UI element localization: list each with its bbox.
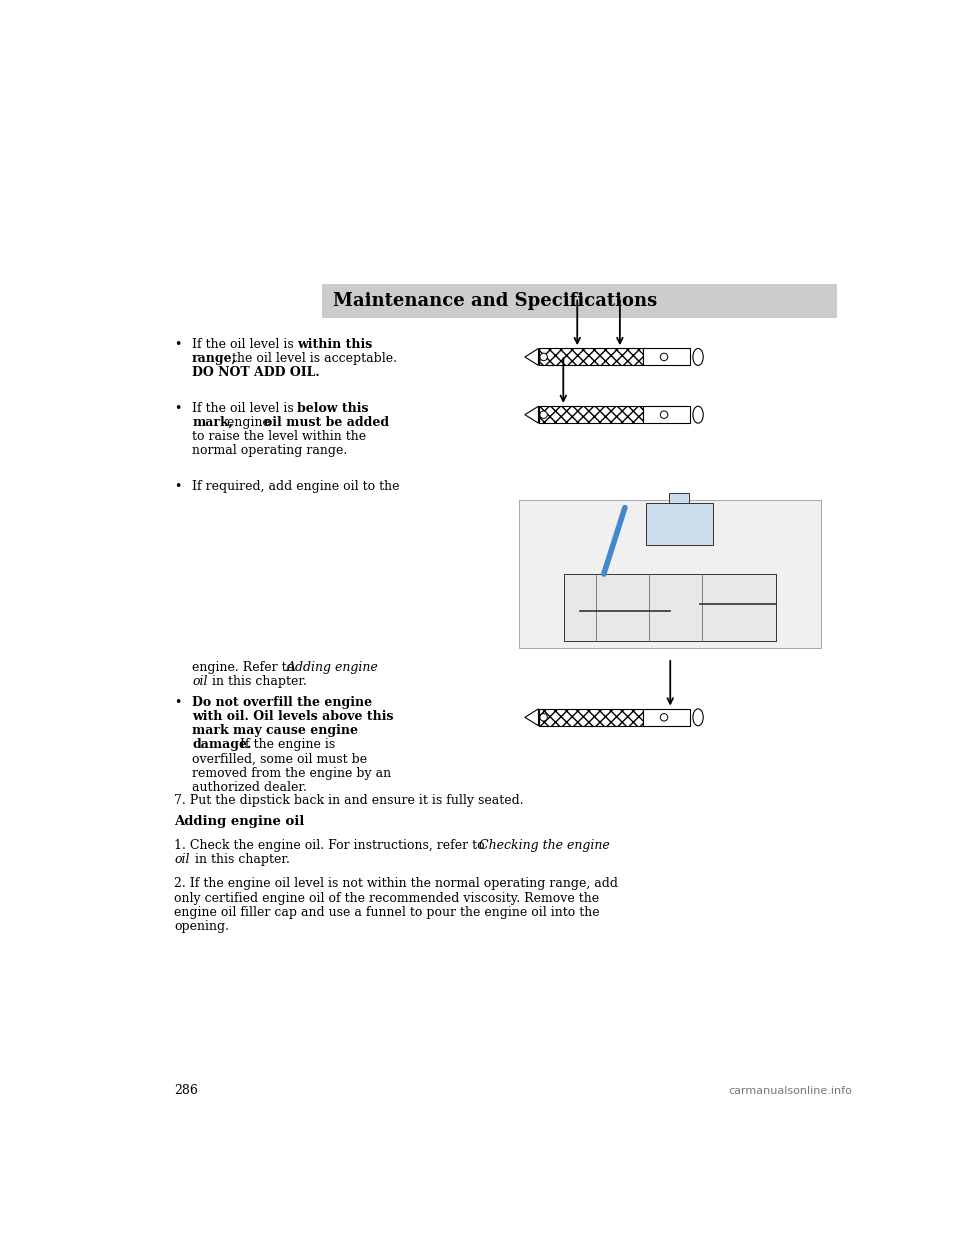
Ellipse shape <box>693 709 704 725</box>
Text: oil: oil <box>192 676 207 688</box>
Ellipse shape <box>693 406 704 424</box>
Polygon shape <box>525 406 539 424</box>
Text: mark may cause engine: mark may cause engine <box>192 724 358 738</box>
Bar <box>643 406 689 424</box>
Bar <box>322 283 837 318</box>
Text: If the oil level is: If the oil level is <box>192 401 298 415</box>
Text: in this chapter.: in this chapter. <box>207 676 306 688</box>
Circle shape <box>540 353 547 360</box>
Text: Do not overfill the engine: Do not overfill the engine <box>192 696 372 709</box>
Bar <box>643 709 689 725</box>
Circle shape <box>540 411 547 419</box>
Text: Adding engine oil: Adding engine oil <box>175 815 304 828</box>
Text: authorized dealer.: authorized dealer. <box>192 781 307 794</box>
Text: 1. Check the engine oil. For instructions, refer to: 1. Check the engine oil. For instruction… <box>175 838 489 852</box>
Text: with oil. Oil levels above this: with oil. Oil levels above this <box>192 710 394 723</box>
Text: engine: engine <box>223 416 274 428</box>
Text: oil must be added: oil must be added <box>264 416 389 428</box>
Text: •: • <box>175 401 181 415</box>
Text: 7. Put the dipstick back in and ensure it is fully seated.: 7. Put the dipstick back in and ensure i… <box>175 795 524 807</box>
Text: engine. Refer to: engine. Refer to <box>192 661 299 674</box>
Text: normal operating range.: normal operating range. <box>192 445 348 457</box>
Polygon shape <box>525 709 539 725</box>
Bar <box>564 574 776 641</box>
Circle shape <box>660 714 668 722</box>
Text: overfilled, some oil must be: overfilled, some oil must be <box>192 753 367 766</box>
Bar <box>643 349 689 365</box>
Text: below this: below this <box>297 401 369 415</box>
Bar <box>646 503 712 544</box>
Text: Maintenance and Specifications: Maintenance and Specifications <box>333 292 658 310</box>
Text: the oil level is acceptable.: the oil level is acceptable. <box>228 351 397 365</box>
Text: DO NOT ADD OIL.: DO NOT ADD OIL. <box>192 366 320 379</box>
Circle shape <box>660 411 668 419</box>
Text: range,: range, <box>192 351 237 365</box>
Text: only certified engine oil of the recommended viscosity. Remove the: only certified engine oil of the recomme… <box>175 892 599 904</box>
Text: If the oil level is: If the oil level is <box>192 338 298 350</box>
Text: •: • <box>175 481 181 493</box>
Bar <box>539 709 643 725</box>
Bar <box>539 406 643 424</box>
Bar <box>539 349 643 365</box>
Text: •: • <box>175 338 181 350</box>
Text: engine oil filler cap and use a funnel to pour the engine oil into the: engine oil filler cap and use a funnel t… <box>175 905 600 919</box>
Text: 2. If the engine oil level is not within the normal operating range, add: 2. If the engine oil level is not within… <box>175 877 618 891</box>
Polygon shape <box>525 349 539 365</box>
Text: opening.: opening. <box>175 920 229 933</box>
Circle shape <box>660 353 668 360</box>
Text: to raise the level within the: to raise the level within the <box>192 430 366 443</box>
Ellipse shape <box>693 349 704 365</box>
Bar <box>669 493 689 503</box>
Text: damage.: damage. <box>192 739 252 751</box>
Text: •: • <box>175 696 181 709</box>
Text: in this chapter.: in this chapter. <box>191 853 290 866</box>
Circle shape <box>540 714 547 722</box>
Text: oil: oil <box>175 853 190 866</box>
Text: Checking the engine: Checking the engine <box>479 838 610 852</box>
Text: removed from the engine by an: removed from the engine by an <box>192 768 392 780</box>
Text: If the engine is: If the engine is <box>236 739 335 751</box>
Text: carmanualsonline.info: carmanualsonline.info <box>729 1087 852 1097</box>
Bar <box>519 501 822 648</box>
Text: If required, add engine oil to the: If required, add engine oil to the <box>192 481 399 493</box>
Text: 286: 286 <box>175 1084 198 1097</box>
Text: within this: within this <box>297 338 372 350</box>
Text: Adding engine: Adding engine <box>287 661 378 674</box>
Text: mark,: mark, <box>192 416 233 428</box>
